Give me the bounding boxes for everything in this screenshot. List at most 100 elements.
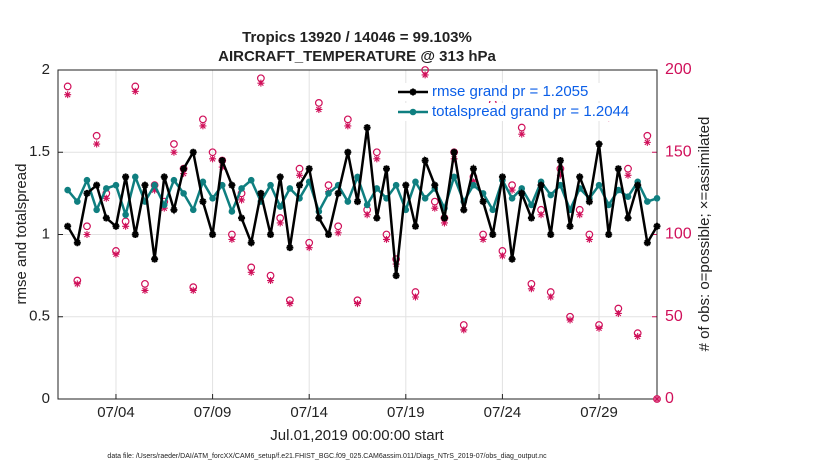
x-tick-label: 07/09 (194, 404, 232, 421)
marker (131, 231, 139, 238)
marker (73, 239, 81, 247)
y-tick-label: 2 (42, 61, 50, 78)
marker (93, 181, 101, 189)
x-tick-label: 07/29 (580, 404, 618, 421)
marker (585, 198, 593, 206)
plot-frame (57, 69, 658, 400)
y2-axis-label: # of obs: o=possible; ×=assimilated (696, 117, 713, 352)
marker (170, 176, 178, 184)
marker (430, 197, 439, 206)
marker (238, 196, 246, 204)
marker (209, 231, 217, 238)
marker (64, 186, 71, 194)
marker (634, 181, 642, 189)
y-tick-label: 1.5 (29, 143, 50, 160)
chart-subtitle: AIRCRAFT_TEMPERATURE @ 313 hPa (218, 48, 496, 65)
marker (151, 186, 159, 194)
marker (141, 181, 149, 189)
marker (343, 115, 352, 124)
marker (324, 181, 333, 190)
marker (527, 214, 535, 222)
marker (653, 195, 661, 202)
marker (508, 195, 516, 202)
marker (112, 250, 120, 258)
marker (286, 300, 294, 308)
y2-tick-label: 150 (665, 143, 692, 160)
marker (373, 155, 381, 163)
marker (315, 214, 323, 222)
marker (160, 173, 168, 181)
marker (199, 198, 207, 206)
marker (460, 206, 468, 214)
marker (189, 206, 197, 214)
marker (64, 222, 72, 230)
legend-marker (409, 88, 417, 96)
marker (557, 181, 564, 189)
marker (247, 176, 255, 184)
marker (247, 268, 255, 276)
marker (325, 231, 333, 238)
legend-marker (409, 108, 417, 116)
y-tick-label: 1 (42, 225, 50, 242)
marker (170, 140, 178, 148)
marker (518, 189, 526, 197)
marker (334, 189, 342, 197)
marker (595, 324, 603, 332)
marker (344, 198, 352, 205)
marker (209, 155, 217, 163)
marker (122, 211, 129, 219)
marker (547, 191, 555, 199)
marker (83, 231, 91, 238)
marker (431, 204, 439, 212)
legend-label: totalspread grand pr = 1.2044 (432, 103, 629, 120)
marker (373, 214, 381, 222)
marker (257, 189, 265, 197)
marker (199, 178, 207, 186)
marker (576, 173, 584, 181)
marker (605, 201, 612, 209)
marker (547, 231, 555, 238)
marker (344, 148, 352, 156)
marker (576, 211, 584, 219)
marker (614, 309, 622, 317)
marker (218, 156, 226, 164)
marker (170, 206, 178, 214)
series-line (66, 127, 659, 276)
marker (180, 190, 187, 197)
marker (334, 222, 343, 231)
marker (440, 214, 448, 222)
marker (83, 176, 91, 184)
marker (276, 203, 284, 210)
marker (199, 115, 207, 124)
marker (644, 198, 651, 205)
marker (518, 185, 526, 192)
marker (151, 181, 158, 189)
marker (566, 316, 574, 324)
marker (296, 181, 304, 189)
x-tick-label: 07/14 (290, 404, 328, 421)
x-axis-label: Jul.01,2019 00:00:00 start (270, 427, 444, 444)
marker (314, 98, 323, 107)
marker (122, 173, 130, 181)
y2-tick-label: 200 (665, 61, 692, 78)
marker (354, 173, 361, 181)
marker (63, 82, 72, 91)
marker (450, 173, 458, 181)
x-tick-label: 07/24 (484, 404, 522, 421)
x-tick-label: 07/19 (387, 404, 425, 421)
marker (595, 140, 603, 148)
marker (344, 122, 352, 130)
marker (276, 173, 284, 181)
marker (305, 244, 313, 252)
marker (412, 178, 419, 186)
marker (566, 222, 574, 230)
marker (160, 201, 168, 209)
marker (296, 171, 304, 179)
marker (151, 255, 159, 263)
marker (373, 185, 381, 192)
marker (131, 87, 139, 95)
y2-tick-label: 100 (665, 226, 692, 243)
marker (440, 219, 448, 227)
marker (431, 181, 439, 189)
